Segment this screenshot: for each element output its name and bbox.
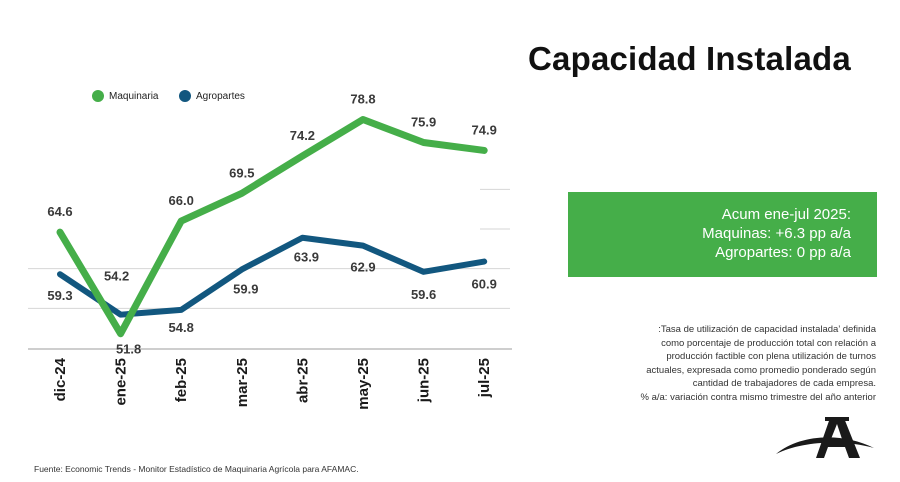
data-label-agropartes-2: 54.8 bbox=[169, 320, 194, 335]
definition-note: :Tasa de utilización de capacidad instal… bbox=[560, 323, 877, 404]
summary-line-2: Maquinas: +6.3 pp a/a bbox=[702, 225, 851, 242]
data-label-maquinaria-6: 75.9 bbox=[411, 115, 436, 130]
x-tick-label-6: jun-25 bbox=[416, 358, 433, 403]
data-label-agropartes-0: 59.3 bbox=[47, 288, 72, 303]
series-line-maquinaria bbox=[56, 116, 488, 338]
afamac-logo-icon bbox=[776, 417, 874, 458]
legend-marker-agropartes bbox=[179, 90, 191, 102]
data-label-maquinaria-4: 74.2 bbox=[290, 128, 315, 143]
x-tick-label-1: ene-25 bbox=[113, 358, 130, 406]
data-label-agropartes-5: 62.9 bbox=[350, 260, 375, 275]
data-label-agropartes-7: 60.9 bbox=[472, 277, 497, 292]
page-title: Capacidad Instalada bbox=[528, 40, 851, 77]
x-tick-label-3: mar-25 bbox=[234, 358, 251, 407]
legend-item-agropartes: Agropartes bbox=[179, 90, 245, 102]
data-label-maquinaria-5: 78.8 bbox=[350, 92, 375, 107]
data-label-maquinaria-2: 66.0 bbox=[169, 193, 194, 208]
data-label-maquinaria-0: 64.6 bbox=[47, 204, 72, 219]
legend-marker-maquinaria bbox=[92, 90, 104, 102]
x-tick-label-4: abr-25 bbox=[294, 358, 311, 403]
legend-label-maquinaria: Maquinaria bbox=[109, 90, 159, 102]
data-label-agropartes-4: 63.9 bbox=[294, 250, 319, 265]
x-tick-label-2: feb-25 bbox=[173, 358, 190, 402]
data-label-maquinaria-3: 69.5 bbox=[229, 165, 254, 180]
summary-line-1: Acum ene-jul 2025: bbox=[721, 206, 851, 223]
note-line-3: producción factible con plena utilizació… bbox=[666, 351, 876, 362]
x-tick-label-7: jul-25 bbox=[476, 358, 493, 398]
note-line-1: :Tasa de utilización de capacidad instal… bbox=[658, 324, 876, 335]
data-label-maquinaria-7: 74.9 bbox=[472, 122, 497, 137]
data-label-maquinaria-1: 51.8 bbox=[116, 342, 141, 357]
data-label-agropartes-6: 59.6 bbox=[411, 287, 436, 302]
summary-line-3: Agropartes: 0 pp a/a bbox=[715, 244, 851, 261]
data-label-agropartes-3: 59.9 bbox=[233, 281, 258, 296]
note-line-6: % a/a: variación contra mismo trimestre … bbox=[640, 391, 877, 403]
source-footnote: Fuente: Economic Trends - Monitor Estadí… bbox=[34, 464, 359, 474]
note-line-2: como porcentaje de producción total con … bbox=[661, 337, 876, 349]
x-tick-label-5: may-25 bbox=[355, 358, 372, 410]
data-label-agropartes-1: 54.2 bbox=[104, 269, 129, 284]
legend-label-agropartes: Agropartes bbox=[196, 90, 245, 102]
note-line-5: cantidad de trabajadores de cada empresa… bbox=[692, 378, 876, 389]
x-tick-label-0: dic-24 bbox=[52, 357, 69, 401]
legend-item-maquinaria: Maquinaria bbox=[92, 90, 158, 102]
summary-box: Acum ene-jul 2025: Maquinas: +6.3 pp a/a… bbox=[568, 192, 877, 277]
note-line-4: actuales, expresada como promedio ponder… bbox=[646, 364, 876, 376]
